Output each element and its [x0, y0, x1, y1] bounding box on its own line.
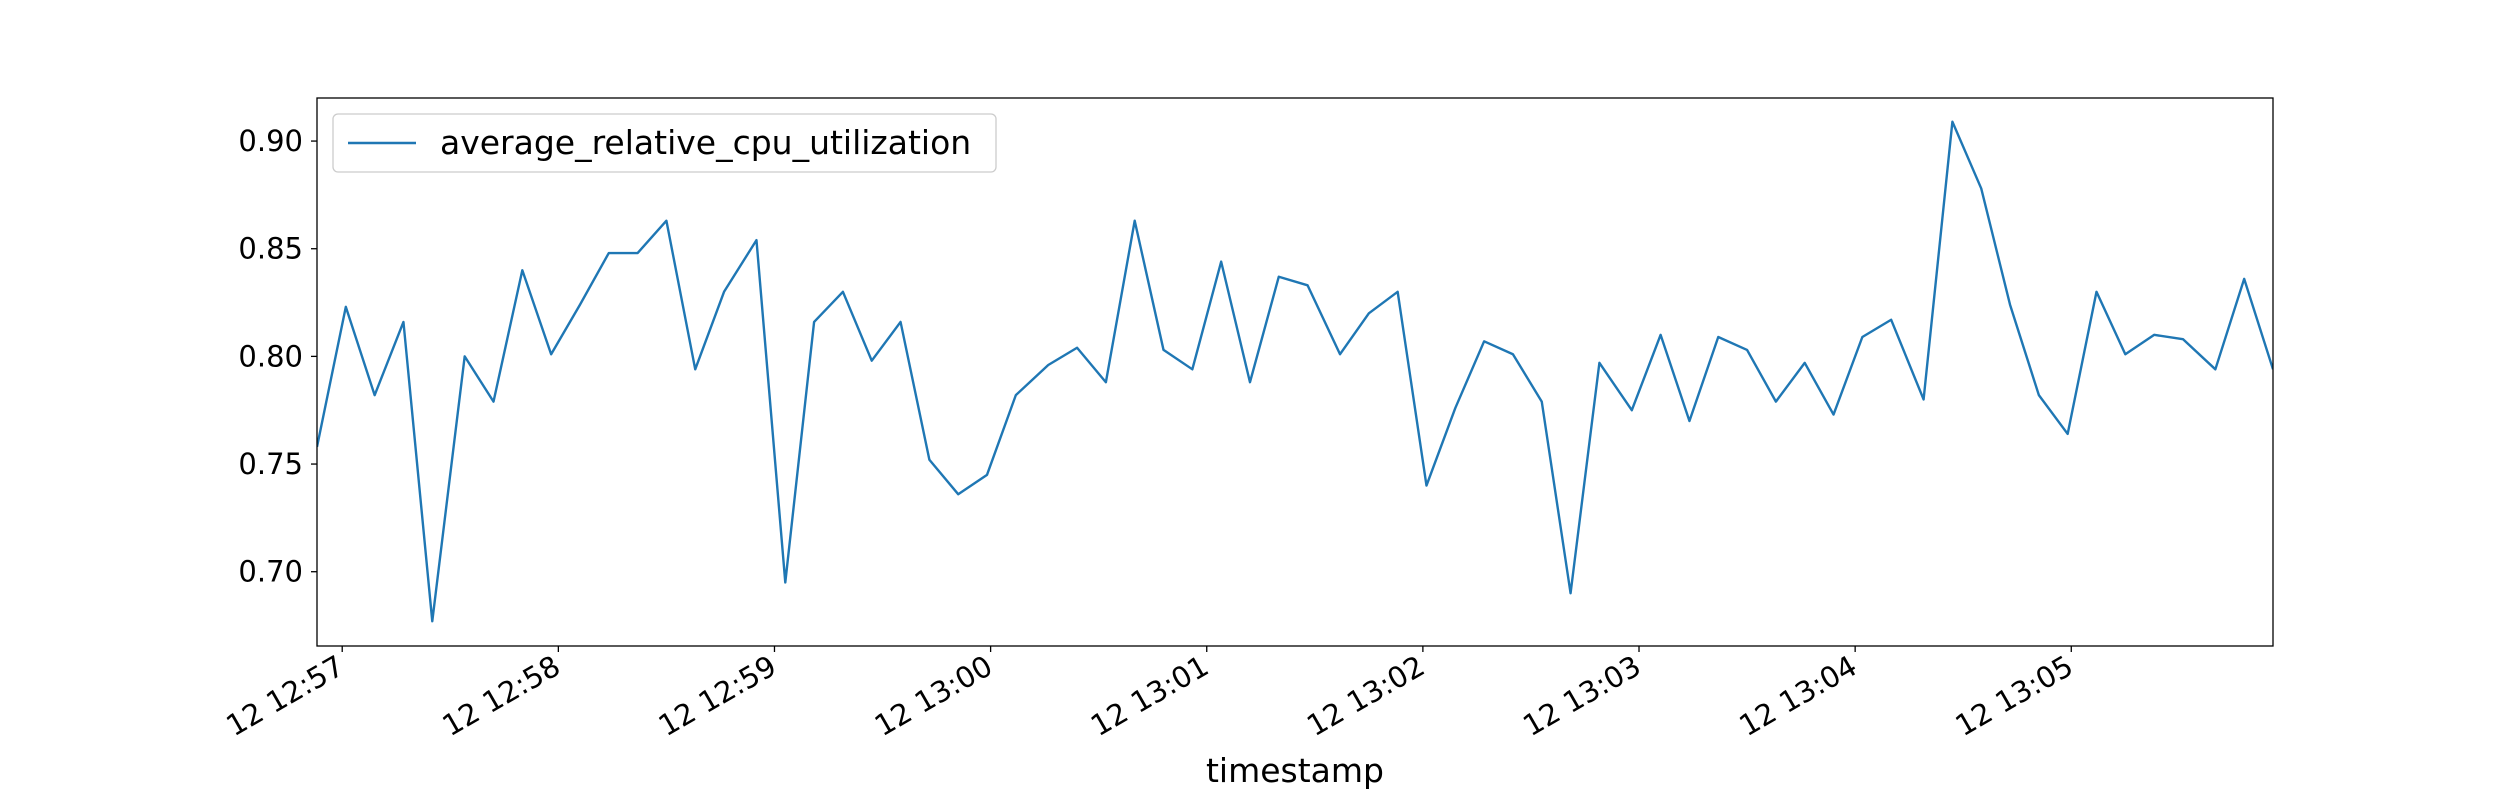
axes-frame	[316, 97, 2274, 647]
legend-box	[332, 113, 997, 173]
legend-label: average_relative_cpu_utilization	[440, 123, 971, 162]
x-tick-label: 12 12:58	[437, 649, 566, 743]
x-tick-label: 12 13:04	[1733, 649, 1862, 743]
x-tick-label: 12 13:03	[1517, 649, 1646, 743]
y-tick-label: 0.75	[238, 447, 303, 481]
y-tick-label: 0.80	[238, 339, 303, 373]
y-tick-label: 0.85	[238, 232, 303, 266]
x-axis-label: timestamp	[1206, 751, 1384, 790]
y-tick-label: 0.70	[238, 555, 303, 589]
x-tick-label: 12 13:05	[1949, 649, 2078, 743]
y-tick-label: 0.90	[238, 124, 303, 158]
x-tick-label: 12 13:01	[1085, 649, 1214, 743]
x-tick-label: 12 12:59	[653, 649, 782, 743]
plot-area	[317, 120, 2273, 623]
x-tick-label: 12 13:00	[869, 649, 998, 743]
data-line	[317, 120, 2273, 623]
x-tick-label: 12 12:57	[220, 649, 349, 743]
x-tick-label: 12 13:02	[1301, 649, 1430, 743]
